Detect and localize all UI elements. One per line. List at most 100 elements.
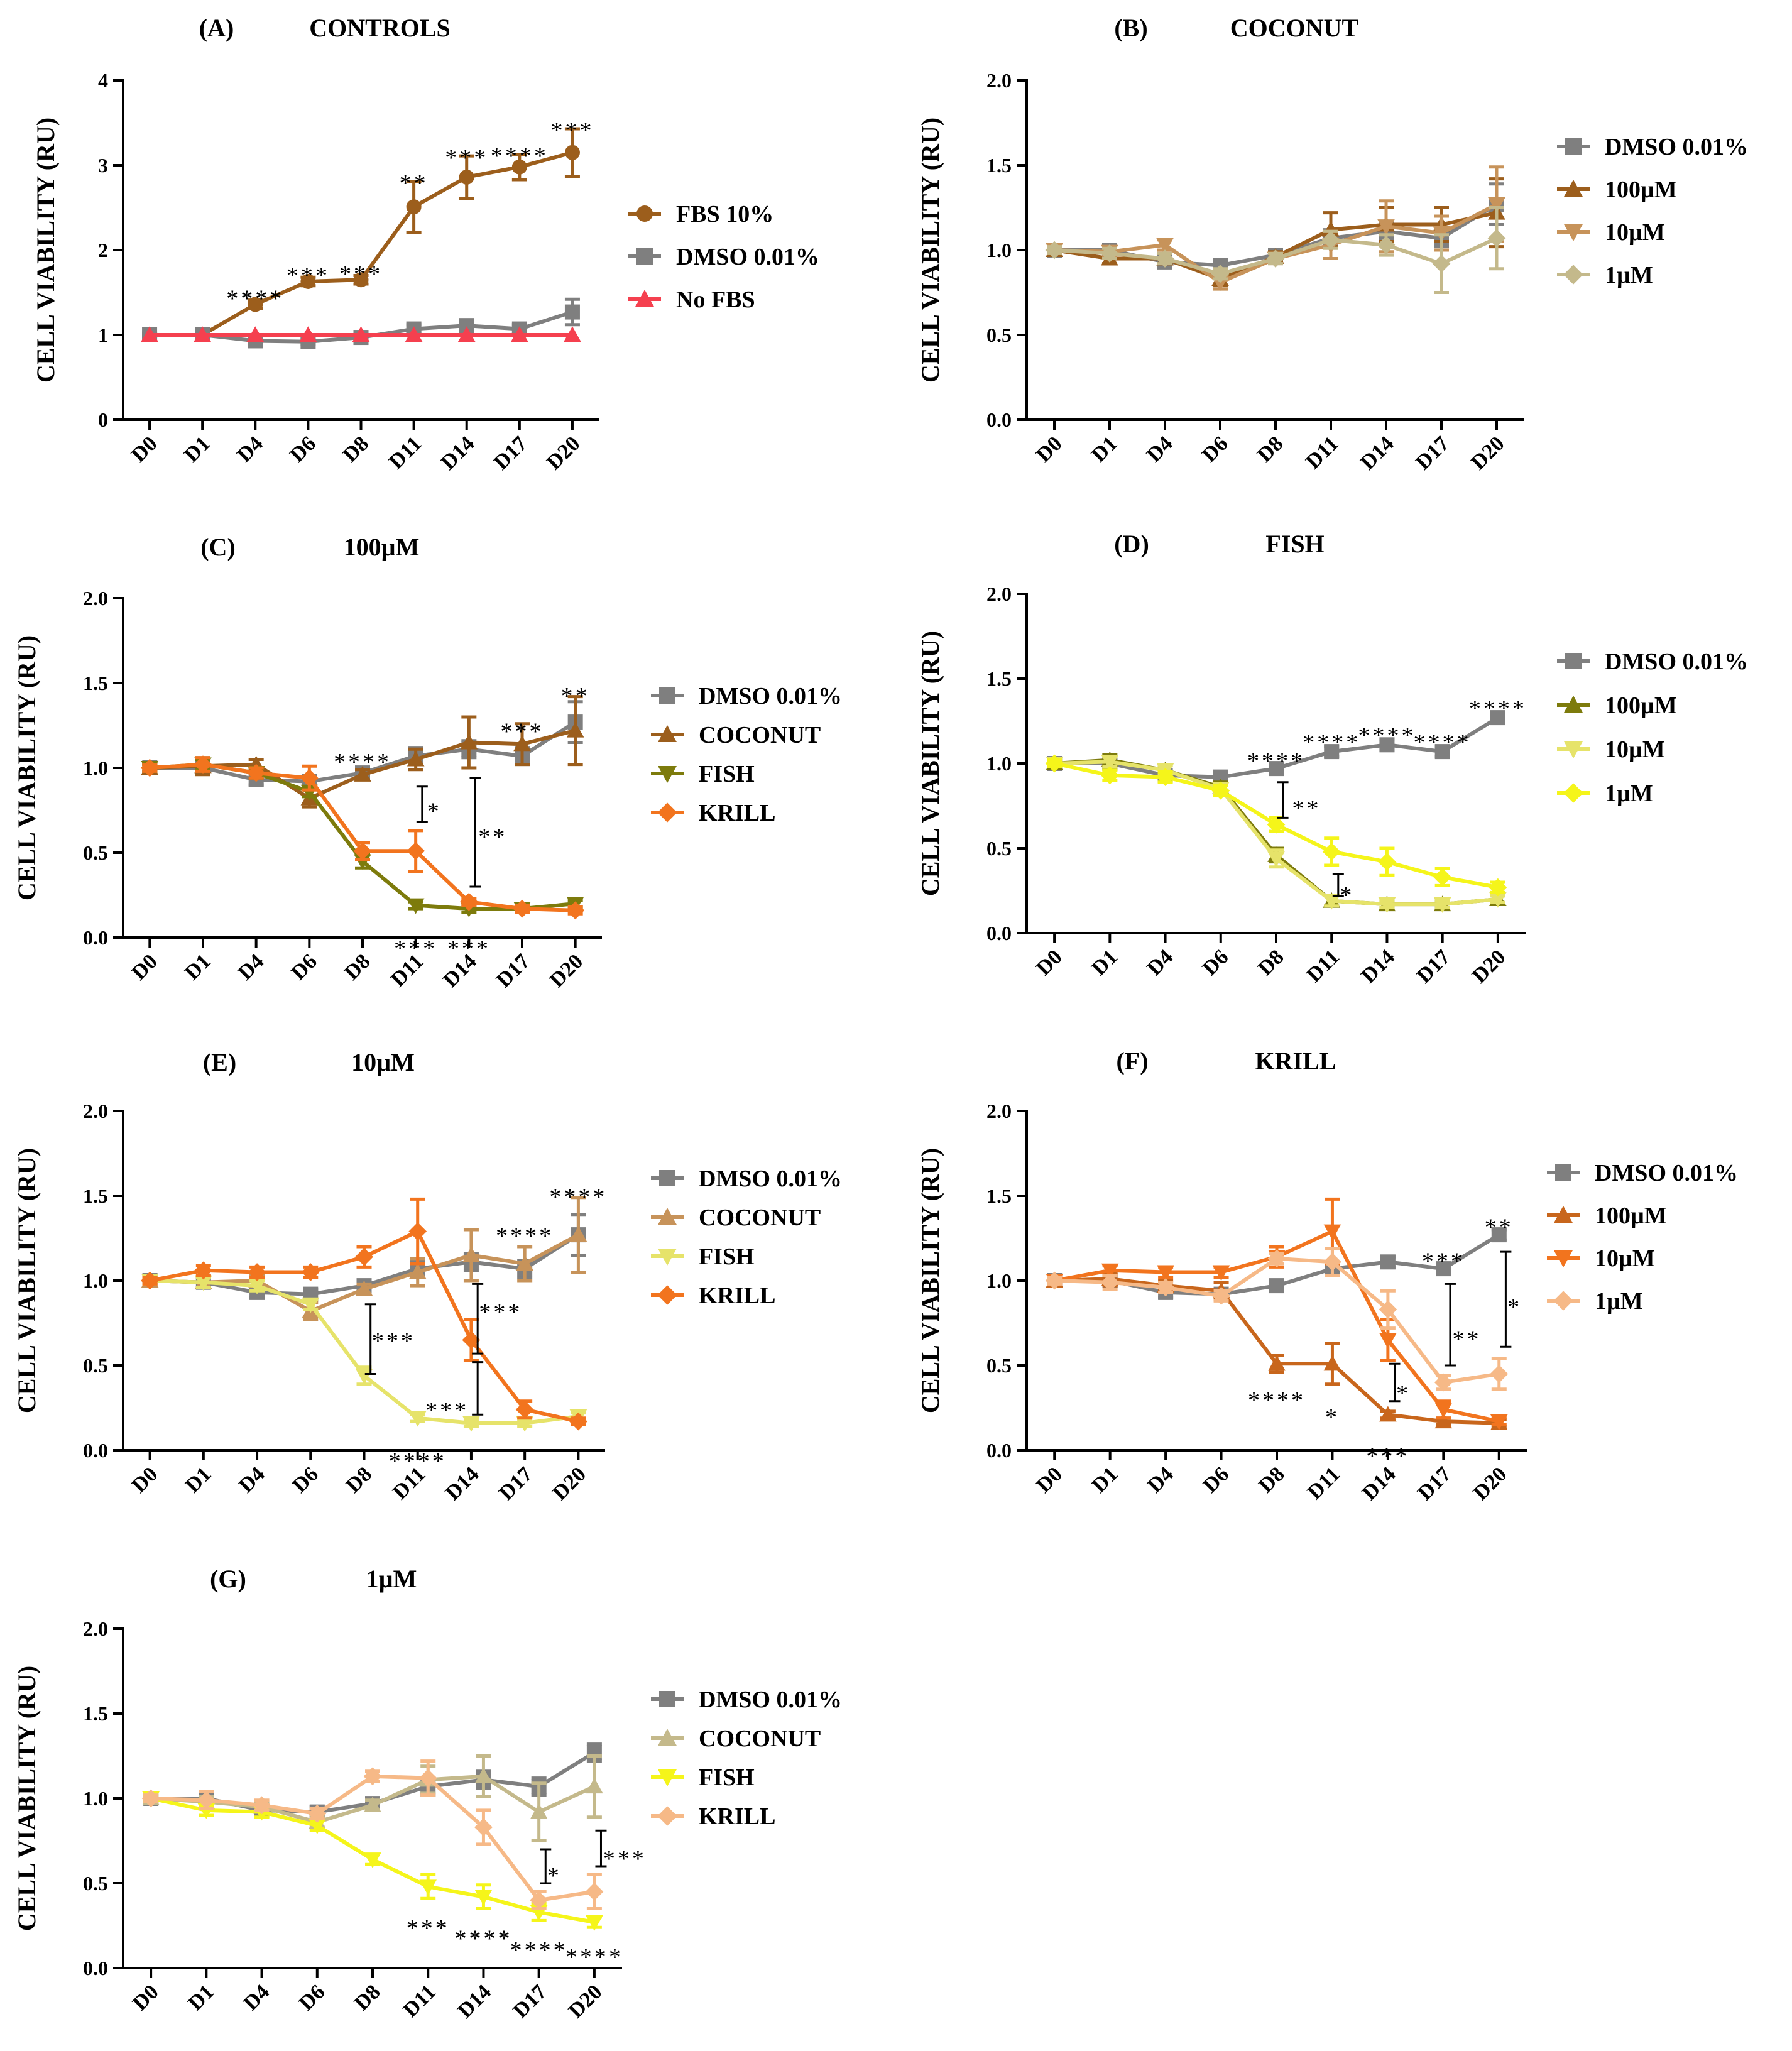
data-point: [1211, 265, 1230, 283]
x-tick-label: D4: [1143, 945, 1178, 980]
chart-panel-f: (F) KRILL 0.0 0.5 1.0 1.5 2.0 CELL VIABILITY (R…: [916, 1047, 1738, 1505]
x-tick-label: D1: [1087, 945, 1122, 980]
data-point: [248, 1263, 266, 1281]
significance-label: ****: [549, 1184, 607, 1210]
data-point: [1378, 853, 1396, 871]
significance-label: **: [1485, 1215, 1514, 1241]
legend-marker: [1563, 783, 1583, 803]
data-point: [1267, 1249, 1286, 1268]
data-point: [1433, 868, 1452, 887]
data-point: [1100, 244, 1119, 263]
data-point: [352, 326, 370, 342]
x-tick-label: D8: [1254, 945, 1289, 980]
data-point: [474, 1890, 493, 1906]
data-point: [1487, 229, 1506, 248]
chart-panel-e: (E) 10µM 0.0 0.5 1.0 1.5 2.0 CELL VIABILITY (RU…: [13, 1048, 842, 1505]
significance-label: *: [547, 1862, 562, 1889]
data-point: [194, 755, 212, 774]
y-tick-label: 1.0: [83, 1787, 108, 1810]
data-point: [462, 1416, 480, 1432]
x-tick-label: D14: [454, 1980, 496, 2023]
data-point: [1434, 1373, 1453, 1392]
legend-label: 10µM: [1605, 736, 1665, 763]
data-point: [1490, 710, 1505, 726]
y-tick-label: 1.5: [83, 672, 108, 694]
data-point: [1267, 851, 1285, 867]
series-line: [150, 762, 576, 912]
y-tick-label: 0.5: [83, 841, 108, 864]
chart-title: CONTROLS: [309, 14, 451, 42]
data-point: [566, 721, 584, 738]
y-tick-label: 0.0: [83, 926, 108, 949]
data-point: [516, 1255, 533, 1271]
data-point: [457, 326, 476, 342]
y-axis-label: CELL VIABILITY (RU): [916, 118, 944, 383]
y-tick-label: 0: [98, 408, 108, 431]
data-point: [141, 1271, 160, 1290]
data-point: [1101, 755, 1119, 771]
data-point: [1323, 1224, 1341, 1240]
x-tick-label: D20: [542, 432, 585, 474]
series-1-m: [1045, 754, 1507, 897]
x-tick-label: D20: [1467, 432, 1509, 474]
data-point: [1434, 744, 1450, 760]
x-tick-label: D11: [1303, 945, 1344, 987]
legend-label: DMSO 0.01%: [699, 1687, 842, 1713]
legend-label: DMSO 0.01%: [676, 244, 819, 270]
significance-label: *: [427, 798, 442, 824]
data-point: [247, 763, 266, 782]
data-point: [363, 1767, 382, 1786]
x-tick-label: D0: [1032, 432, 1067, 467]
y-tick-label: 1.0: [986, 752, 1012, 775]
legend-label: 10µM: [1595, 1245, 1655, 1272]
data-point: [300, 273, 316, 289]
significance-label: ***: [1422, 1249, 1465, 1275]
legend-label: COCONUT: [699, 722, 821, 748]
y-tick-label: 0.0: [986, 1439, 1012, 1462]
x-tick-label: D20: [545, 949, 588, 992]
legend-label: DMSO 0.01%: [699, 683, 842, 709]
series-1-m: [1045, 206, 1506, 294]
data-point: [1432, 254, 1451, 273]
data-point: [1101, 1273, 1120, 1292]
data-point: [1489, 878, 1507, 897]
data-point: [515, 1400, 534, 1419]
y-tick-label: 0.5: [83, 1872, 108, 1895]
data-point: [408, 1222, 427, 1241]
y-tick-label: 1.5: [986, 154, 1012, 177]
data-point: [195, 1275, 212, 1291]
legend-marker: [658, 766, 677, 783]
significance-label: ****: [491, 143, 549, 170]
data-point: [1490, 1365, 1509, 1383]
legend-marker: [636, 248, 653, 265]
data-point: [1156, 249, 1174, 268]
data-point: [1379, 737, 1395, 753]
significance-label: *: [1325, 1404, 1340, 1431]
significance-label: ***: [445, 145, 488, 171]
data-point: [1433, 897, 1451, 913]
y-tick-label: 1.5: [986, 667, 1012, 690]
x-tick-label: D6: [295, 1980, 330, 2015]
significance-label: ***: [479, 1299, 522, 1326]
legend-marker: [659, 1691, 675, 1707]
data-point: [364, 1797, 381, 1812]
x-tick-label: D6: [285, 432, 320, 467]
data-point: [459, 892, 478, 911]
legend-marker: [635, 290, 654, 307]
series-krill: [141, 1197, 587, 1431]
series-1-m: [1045, 1247, 1509, 1392]
legend-marker: [1555, 1164, 1571, 1181]
legend-marker: [1564, 741, 1583, 758]
panel-label: (F): [1116, 1047, 1148, 1075]
data-point: [1377, 219, 1395, 235]
series-line: [1054, 202, 1498, 285]
x-tick-label: D6: [1198, 432, 1233, 467]
x-tick-label: D17: [492, 949, 535, 992]
x-tick-label: D14: [437, 432, 479, 474]
data-point: [1212, 1286, 1230, 1305]
x-tick-label: D1: [183, 1980, 219, 2015]
x-tick-label: D6: [287, 949, 322, 985]
significance-label: ***: [550, 118, 594, 144]
y-tick-label: 1.5: [986, 1184, 1012, 1207]
data-point: [566, 901, 585, 920]
